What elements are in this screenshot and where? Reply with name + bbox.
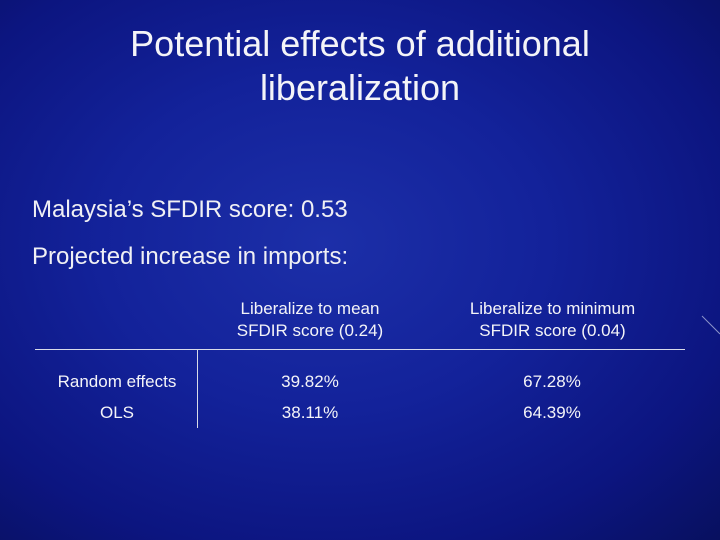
column-header-minimum-line-2: SFDIR score (0.04) [479,321,626,340]
cell-random-effects-minimum: 67.28% [523,372,581,391]
cell-random-effects-mean: 39.82% [281,372,339,391]
row-label-random-effects: Random effects [57,372,177,391]
sfdir-score-text: Malaysia’s SFDIR score: 0.53 [32,196,348,223]
slide-title-line-2: liberalization [259,67,461,108]
cell-ols-mean: 38.11% [281,403,339,422]
table-header-divider [35,349,685,350]
slide-title-line-1: Potential effects of additional [130,23,590,64]
column-header-minimum-line-1: Liberalize to minimum [469,299,636,318]
slide-title: Potential effects of additional liberali… [60,22,660,110]
projected-increase-text: Projected increase in imports: [32,243,349,270]
cell-ols-minimum: 64.39% [523,403,581,422]
column-header-mean-line-1: Liberalize to mean [240,299,380,318]
table-row-label-divider [197,350,198,428]
column-header-mean-line-2: SFDIR score (0.24) [236,321,384,340]
column-header-minimum: Liberalize to minimum SFDIR score (0.04) [440,298,665,342]
column-header-mean: Liberalize to mean SFDIR score (0.24) [200,298,420,342]
row-label-ols: OLS [99,403,135,422]
